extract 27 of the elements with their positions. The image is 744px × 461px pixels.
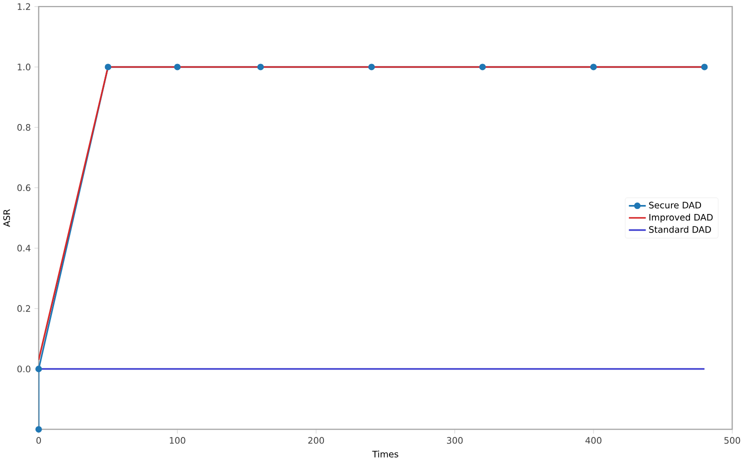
y-tick-label: 0.2 [17,305,30,312]
y-tick-label: 1.0 [18,64,30,70]
point [590,64,597,70]
legend-label: Standard DAD [649,226,711,233]
point [35,366,42,372]
x-axis-title: Times [372,450,398,458]
point [368,64,375,70]
x-tick-label: 200 [308,437,324,444]
y-tick-label: 1.2 [18,3,30,10]
x-tick-label: 0 [36,437,41,444]
point [104,64,112,70]
y-tick-label: 0.8 [17,124,30,131]
point [174,64,181,70]
x-tick-label: 400 [585,437,602,444]
point [257,64,264,70]
point [701,64,708,70]
legend-label: Secure DAD [649,202,702,209]
legend-label: Improved DAD [649,214,713,222]
x-tick-label: 100 [170,437,186,444]
y-tick-label: 0.0 [17,366,30,372]
point [479,64,486,70]
point [35,426,42,433]
x-tick-label: 500 [724,437,740,444]
y-tick-label: 0.6 [17,184,30,192]
y-axis-title: ASR [3,209,10,227]
y-tick-label: 0.4 [17,244,30,252]
x-tick-label: 300 [446,437,463,444]
